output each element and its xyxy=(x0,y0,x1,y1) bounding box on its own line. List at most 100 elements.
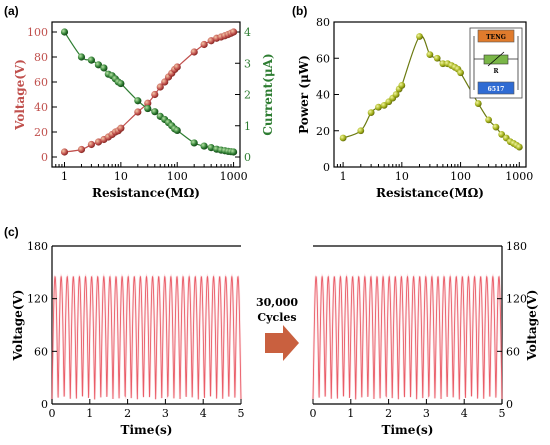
x-tick-label-b: 1 xyxy=(340,170,347,183)
current-point xyxy=(87,56,95,64)
power-point xyxy=(439,60,447,68)
chart-a: 1 10 100 100002040608010001234Resistance(MΩ… xyxy=(13,21,275,200)
x-axis-label-right: Time(s) xyxy=(382,423,434,437)
x-tick-label-left: 2 xyxy=(124,407,131,420)
cycles-word-label: Cycles xyxy=(257,311,296,324)
voltage-point xyxy=(60,148,69,156)
chart-b: 1 10 100 1000 0 20 40 60 80 Resistance(MΩ) Power (… xyxy=(297,16,533,200)
power-point xyxy=(492,123,500,131)
power-point xyxy=(367,109,375,117)
y-tick-label-right: 60 xyxy=(506,345,520,358)
x-tick-label-right: 3 xyxy=(423,407,430,420)
power-point xyxy=(357,127,365,135)
voltage-wave-left xyxy=(51,275,242,400)
voltage-point xyxy=(151,90,159,99)
x-tick-label-right: 0 xyxy=(310,407,317,420)
cycles-count-label: 30,000 xyxy=(256,296,298,309)
power-point xyxy=(380,101,388,109)
x-tick-label-left: 3 xyxy=(162,407,169,420)
current-line xyxy=(64,31,234,153)
current-point xyxy=(100,64,108,72)
power-point xyxy=(474,100,482,107)
voltage-point xyxy=(156,83,164,91)
y-tick-label-left: 0 xyxy=(41,398,48,411)
x-tick-label-b: 100 xyxy=(450,170,471,183)
y2-tick-label-a: 0 xyxy=(244,151,251,164)
circuit-inset: TENG R 6517 xyxy=(469,27,523,99)
voltage-point xyxy=(161,78,169,86)
voltage-point xyxy=(94,138,103,146)
x-tick-label-left: 5 xyxy=(238,407,245,420)
power-point xyxy=(498,130,506,138)
voltage-point xyxy=(117,124,125,132)
y-tick-label-left: 60 xyxy=(34,345,48,358)
y-tick-label-left: 180 xyxy=(27,240,48,253)
y-tick-label-right: 180 xyxy=(506,240,527,253)
y-tick-label-right: 120 xyxy=(506,293,527,306)
voltage-wave-right xyxy=(312,275,503,400)
power-point xyxy=(515,143,523,151)
y-tick-label-right: 0 xyxy=(506,398,513,411)
x-tick-label-right: 4 xyxy=(461,407,468,420)
y-tick-label-b: 20 xyxy=(316,125,330,138)
y-axis-label-left: Voltage(V) xyxy=(11,290,25,362)
current-point xyxy=(77,53,86,61)
y-tick-label-a: 100 xyxy=(27,26,48,39)
x-axis-label-a: Resistance(MΩ) xyxy=(92,186,200,200)
voltage-point xyxy=(77,145,86,154)
voltage-point xyxy=(144,99,152,107)
y-tick-label-b: 80 xyxy=(316,16,330,29)
x-tick-label-a: 1 xyxy=(61,170,68,183)
power-point xyxy=(339,134,347,142)
current-point xyxy=(207,144,215,152)
x-axis-label-b: Resistance(MΩ) xyxy=(376,186,484,200)
voltage-wave-glow-right xyxy=(311,273,504,401)
teng-box xyxy=(477,29,515,43)
x-tick-label-left: 4 xyxy=(200,407,207,420)
voltage-wave-glow-left xyxy=(50,273,243,401)
y-tick-label-a: 80 xyxy=(34,51,48,64)
y-tick-label-b: 0 xyxy=(323,161,330,174)
meter-box xyxy=(477,81,515,95)
x-tick-label-b: 1000 xyxy=(505,170,533,183)
y-tick-label-a: 0 xyxy=(41,151,48,164)
panel-label-c: (c) xyxy=(4,225,19,239)
x-axis-label-left: Time(s) xyxy=(121,423,173,437)
y2-axis-label-a: Current(μA) xyxy=(261,53,275,135)
x-tick-label-right: 5 xyxy=(499,407,506,420)
voltage-point xyxy=(207,37,215,45)
current-point xyxy=(200,142,208,150)
power-point xyxy=(375,103,382,111)
current-point xyxy=(134,97,142,105)
voltage-point xyxy=(190,48,198,56)
current-point xyxy=(229,148,238,156)
voltage-point xyxy=(200,40,208,49)
y-tick-label-a: 40 xyxy=(34,101,48,114)
x-tick-label-b: 10 xyxy=(395,170,409,183)
x-tick-label-a: 10 xyxy=(114,170,128,183)
power-point xyxy=(433,54,441,62)
x-tick-label-left: 0 xyxy=(49,407,56,420)
teng-label: TENG xyxy=(486,34,506,41)
y2-tick-label-a: 1 xyxy=(244,120,251,133)
x-tick-label-right: 2 xyxy=(385,407,392,420)
current-point xyxy=(117,79,125,88)
power-point xyxy=(426,51,434,59)
voltage-line xyxy=(64,31,234,153)
panel-label-b: (b) xyxy=(292,4,307,18)
voltage-point xyxy=(229,28,238,36)
current-point xyxy=(151,108,159,116)
resistor-label: R xyxy=(494,68,500,75)
y-axis-label-b: Power (μW) xyxy=(297,55,311,134)
meter-label: 6517 xyxy=(488,86,505,93)
power-point xyxy=(392,91,400,98)
y-tick-label-a: 60 xyxy=(34,76,48,89)
current-point xyxy=(144,104,152,113)
resistor-arrow xyxy=(487,51,505,67)
panel-label-a: (a) xyxy=(4,4,19,18)
y-tick-label-b: 60 xyxy=(316,52,330,65)
x-tick-label-right: 1 xyxy=(347,407,354,420)
voltage-point xyxy=(87,140,95,149)
power-point xyxy=(485,116,492,124)
